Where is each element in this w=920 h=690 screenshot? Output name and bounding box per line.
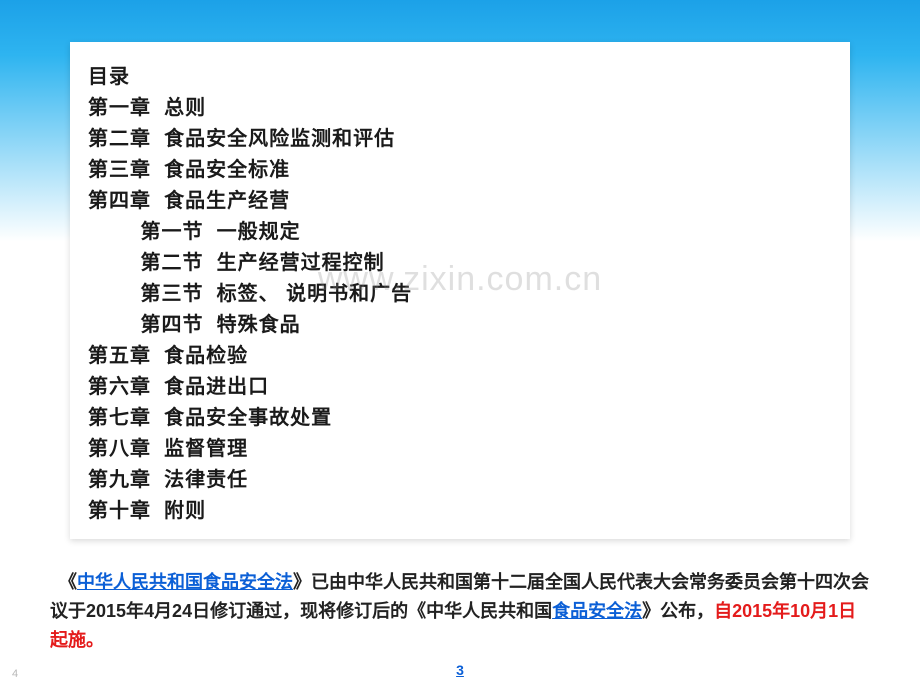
toc-title: 目录 [88, 62, 832, 93]
footer-seg: 《 [50, 572, 77, 592]
toc-line: 第三节 标签、 说明书和广告 [88, 279, 832, 310]
toc-line: 第八章 监督管理 [88, 434, 832, 465]
footer-paragraph: 《中华人民共和国食品安全法》已由中华人民共和国第十二届全国人民代表大会常务委员会… [50, 568, 870, 654]
footer-red-tail: 起施。 [50, 630, 104, 650]
toc-line: 第四节 特殊食品 [88, 310, 832, 341]
footer-link-law-short[interactable]: 食品安全法 [552, 601, 642, 621]
toc-line: 第十章 附则 [88, 496, 832, 527]
footer-date-red: 自2015年10月1日 [714, 601, 856, 621]
toc-line: 第三章 食品安全标准 [88, 155, 832, 186]
toc-line: 第七章 食品安全事故处置 [88, 403, 832, 434]
toc-line: 第二章 食品安全风险监测和评估 [88, 124, 832, 155]
toc-line: 第五章 食品检验 [88, 341, 832, 372]
toc-line: 第四章 食品生产经营 [88, 186, 832, 217]
footer-link-law-full[interactable]: 中华人民共和国食品安全法 [77, 572, 293, 592]
toc-line: 第九章 法律责任 [88, 465, 832, 496]
page-number: 3 [0, 662, 920, 678]
toc-line: 第六章 食品进出口 [88, 372, 832, 403]
corner-mark: 4 [12, 668, 18, 680]
content-card: 目录 第一章 总则 第二章 食品安全风险监测和评估 第三章 食品安全标准 第四章… [70, 42, 850, 539]
footer-seg: 》公布， [642, 601, 714, 621]
toc-line: 第一章 总则 [88, 93, 832, 124]
toc-line: 第二节 生产经营过程控制 [88, 248, 832, 279]
toc-line: 第一节 一般规定 [88, 217, 832, 248]
